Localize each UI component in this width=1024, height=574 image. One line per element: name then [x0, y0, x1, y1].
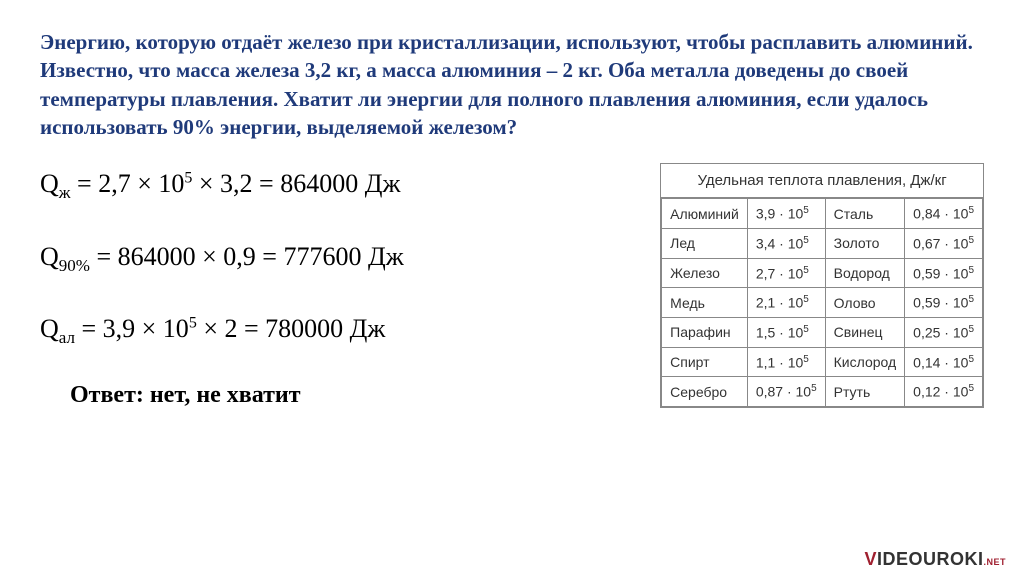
material-name: Алюминий	[662, 199, 748, 229]
material-name: Лед	[662, 229, 748, 259]
equation-q-iron: Qж = 2,7 × 105 × 3,2 = 864000 Дж	[40, 169, 636, 203]
table-row: Серебро0,87 · 105Ртуть0,12 · 105	[662, 377, 983, 407]
material-name: Спирт	[662, 347, 748, 377]
material-name: Серебро	[662, 377, 748, 407]
material-value: 0,59 · 105	[905, 258, 983, 288]
material-value: 2,7 · 105	[747, 258, 825, 288]
table-row: Спирт1,1 · 105Кислород0,14 · 105	[662, 347, 983, 377]
material-name: Кислород	[825, 347, 905, 377]
equation-q-aluminum: Qал = 3,9 × 105 × 2 = 780000 Дж	[40, 314, 636, 348]
material-value: 0,12 · 105	[905, 377, 983, 407]
material-name: Парафин	[662, 318, 748, 348]
material-name: Золото	[825, 229, 905, 259]
material-name: Водород	[825, 258, 905, 288]
table-row: Медь2,1 · 105Олово0,59 · 105	[662, 288, 983, 318]
material-value: 0,87 · 105	[747, 377, 825, 407]
material-name: Ртуть	[825, 377, 905, 407]
material-name: Медь	[662, 288, 748, 318]
material-name: Железо	[662, 258, 748, 288]
table-header: Удельная теплота плавления, Дж/кг	[661, 164, 983, 198]
problem-statement: Энергию, которую отдаёт железо при крист…	[40, 28, 984, 141]
material-name: Олово	[825, 288, 905, 318]
heat-fusion-table: Удельная теплота плавления, Дж/кг Алюмин…	[660, 163, 984, 408]
material-value: 1,5 · 105	[747, 318, 825, 348]
material-value: 0,14 · 105	[905, 347, 983, 377]
equation-q-90pct: Q90% = 864000 × 0,9 = 777600 Дж	[40, 242, 636, 276]
material-value: 0,84 · 105	[905, 199, 983, 229]
material-name: Сталь	[825, 199, 905, 229]
material-value: 0,67 · 105	[905, 229, 983, 259]
watermark: VIDEOUROKI.NET	[864, 549, 1006, 570]
material-value: 3,4 · 105	[747, 229, 825, 259]
table-body: Алюминий3,9 · 105Сталь0,84 · 105Лед3,4 ·…	[661, 198, 983, 407]
material-value: 0,59 · 105	[905, 288, 983, 318]
table-row: Парафин1,5 · 105Свинец0,25 · 105	[662, 318, 983, 348]
table-row: Лед3,4 · 105Золото0,67 · 105	[662, 229, 983, 259]
material-name: Свинец	[825, 318, 905, 348]
table-row: Железо2,7 · 105Водород0,59 · 105	[662, 258, 983, 288]
material-value: 1,1 · 105	[747, 347, 825, 377]
material-value: 0,25 · 105	[905, 318, 983, 348]
answer-text: Ответ: нет, не хватит	[70, 382, 636, 409]
material-value: 3,9 · 105	[747, 199, 825, 229]
equations-block: Qж = 2,7 × 105 × 3,2 = 864000 Дж Q90% = …	[40, 163, 636, 409]
table-row: Алюминий3,9 · 105Сталь0,84 · 105	[662, 199, 983, 229]
content-row: Qж = 2,7 × 105 × 3,2 = 864000 Дж Q90% = …	[40, 163, 984, 409]
material-value: 2,1 · 105	[747, 288, 825, 318]
